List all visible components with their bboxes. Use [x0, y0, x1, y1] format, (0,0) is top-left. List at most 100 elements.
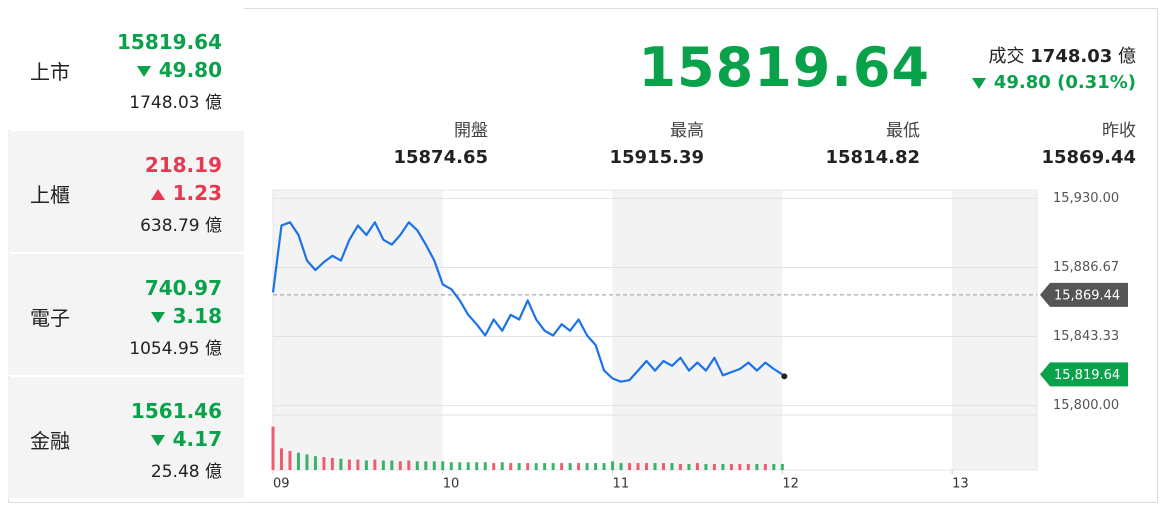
market-change: 1.23: [150, 181, 222, 205]
stat-value: 15814.82: [825, 147, 920, 168]
market-row[interactable]: 上市 15819.64 49.80 1748.03 億: [8, 8, 244, 130]
volume-bar: [585, 463, 589, 470]
x-tick-label: 13: [952, 477, 969, 492]
volume-bar: [322, 457, 326, 470]
volume-bar: [653, 463, 657, 470]
volume-bar: [432, 461, 436, 470]
volume-bar: [712, 463, 716, 470]
change-arrow: [150, 189, 165, 200]
volume-bar: [704, 463, 708, 470]
market-volume: 1054.95 億: [129, 334, 222, 359]
volume-bar: [458, 462, 462, 470]
volume-value: 1054.95: [129, 339, 200, 359]
volume-bar: [398, 461, 402, 470]
volume-bar: [407, 460, 411, 470]
volume-bar: [279, 448, 283, 470]
volume-bar: [763, 463, 767, 470]
market-change: 3.18: [150, 304, 222, 328]
volume-bar: [721, 463, 725, 470]
reference-badge: [1040, 362, 1128, 387]
stat-label: 最低: [886, 121, 920, 141]
volume-bar: [594, 463, 598, 470]
last-point: [781, 373, 788, 380]
x-tick-label: 10: [443, 477, 460, 492]
volume-bar: [475, 462, 479, 470]
stat: 最低 15814.82: [720, 116, 920, 168]
market-price: 1561.46: [130, 399, 222, 423]
reference-badge: [1040, 282, 1128, 307]
y-tick-label: 15,930.00: [1053, 191, 1119, 206]
current-price: 15819.64: [638, 36, 930, 99]
market-row[interactable]: 金融 1561.46 4.17 25.48 億: [8, 377, 244, 499]
market-change: 4.17: [150, 427, 222, 451]
change-value: 1.23: [172, 181, 222, 205]
change-arrow: [136, 66, 151, 77]
market-price: 218.19: [144, 153, 222, 177]
volume-bar: [543, 463, 547, 470]
reference-label: 15,869.44: [1054, 288, 1120, 303]
volume-bar: [729, 463, 733, 470]
market-name: 上櫃: [30, 183, 70, 207]
change-pct: (0.31%): [1057, 72, 1136, 93]
x-tick-label: 11: [613, 477, 630, 492]
market-row[interactable]: 上櫃 218.19 1.23 638.79 億: [8, 131, 244, 253]
y-tick-label: 15,843.33: [1053, 329, 1119, 344]
change-arrow: [150, 312, 165, 323]
stat-label: 最高: [670, 121, 704, 141]
market-name: 上市: [30, 60, 70, 84]
volume-bar: [441, 461, 445, 470]
change-value: 4.17: [172, 427, 222, 451]
volume-bar: [424, 461, 428, 470]
x-tick-label: 09: [273, 477, 290, 492]
volume-bar: [466, 462, 470, 470]
stat: 最高 15915.39: [504, 116, 704, 168]
volume-bar: [577, 463, 581, 470]
volume-bar: [313, 456, 317, 470]
volume-bar: [687, 463, 691, 470]
volume-unit: 億: [205, 339, 222, 359]
stat: 開盤 15874.65: [288, 116, 488, 168]
stat-label: 開盤: [454, 121, 488, 141]
volume-bar: [628, 463, 632, 470]
market-row[interactable]: 電子 740.97 3.18 1054.95 億: [8, 254, 244, 376]
volume-bar: [373, 459, 377, 470]
sidebar: 上市 15819.64 49.80 1748.03 億上櫃 218.19 1.23 638.…: [8, 8, 244, 503]
market-name: 金融: [30, 429, 70, 453]
y-tick-label: 15,800.00: [1053, 398, 1119, 413]
volume-unit: 億: [205, 462, 222, 482]
volume-bar: [526, 463, 530, 470]
market-volume: 1748.03 億: [129, 88, 222, 113]
band: [952, 190, 1037, 470]
volume-bar: [534, 463, 538, 470]
volume-value: 1748.03: [129, 93, 200, 113]
volume-bar: [381, 460, 385, 470]
volume-unit: 億: [205, 216, 222, 236]
volume-bar: [746, 463, 750, 470]
market-change: 49.80: [136, 58, 222, 82]
change-value: 3.18: [172, 304, 222, 328]
volume-bar: [271, 426, 275, 470]
volume-bar: [772, 463, 776, 470]
volume-bar: [670, 463, 674, 470]
turnover-label: 成交: [988, 46, 1025, 67]
volume-value: 638.79: [140, 216, 200, 236]
market-volume: 25.48 億: [151, 457, 222, 482]
stat-value: 15869.44: [1041, 147, 1136, 168]
turnover: 成交 1748.03 億: [989, 42, 1136, 68]
volume-bar: [780, 463, 784, 470]
change-arrow: [150, 435, 165, 446]
price-line: [271, 221, 783, 383]
market-price: 740.97: [144, 276, 222, 300]
volume-bar: [356, 459, 360, 470]
change-arrow: [971, 77, 986, 89]
y-tick-label: 15,886.67: [1053, 260, 1119, 275]
volume-bar: [738, 463, 742, 470]
x-tick-label: 12: [782, 477, 799, 492]
volume-bar: [492, 463, 496, 470]
turnover-value: 1748.03: [1030, 46, 1113, 67]
volume-bar: [296, 452, 300, 470]
volume-unit: 億: [205, 93, 222, 113]
reference-label: 15,819.64: [1054, 368, 1120, 383]
volume-bar: [568, 463, 572, 470]
